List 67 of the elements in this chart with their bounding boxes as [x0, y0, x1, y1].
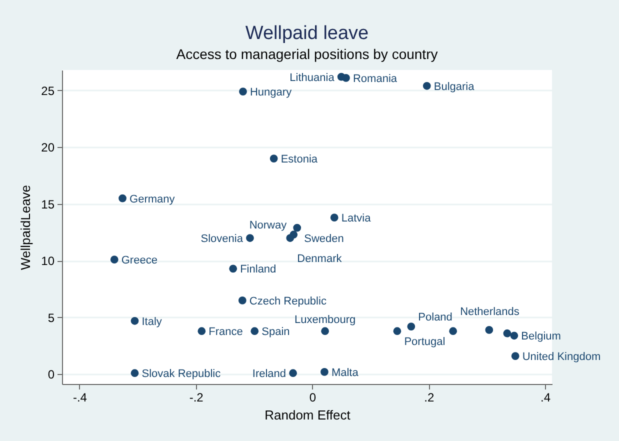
point [510, 332, 518, 340]
point [286, 234, 294, 242]
point [321, 327, 329, 336]
annotation: Romania [352, 72, 398, 85]
point [320, 368, 328, 376]
point [118, 194, 126, 202]
point [239, 88, 247, 96]
point [485, 326, 494, 334]
annotation: Ireland [252, 368, 286, 380]
chart-subtitle: Access to managerial positions by country [176, 46, 438, 62]
point [110, 256, 118, 264]
chart-title: Wellpaid leave [245, 23, 369, 44]
point [238, 296, 246, 304]
x-tick-label: .2 [424, 390, 434, 404]
y-tick-label: 20 [41, 140, 55, 155]
annotation: Lithuania [290, 72, 336, 84]
annotation: Estonia [280, 154, 318, 166]
x-tick-label: 0 [309, 390, 316, 404]
point [407, 322, 416, 330]
y-tick-label: 10 [41, 254, 55, 268]
point [393, 327, 402, 336]
point [229, 264, 238, 273]
x-tick-label: .4 [540, 390, 551, 404]
y-tick-label: 25 [41, 84, 55, 98]
point [246, 234, 254, 242]
annotation: Spain [262, 326, 290, 338]
annotation: France [208, 326, 243, 338]
annotation: Czech Republic [249, 295, 327, 308]
y-tick-label: 5 [48, 310, 55, 325]
x-tick-label: -.2 [189, 390, 204, 404]
point [449, 327, 458, 336]
point [130, 369, 139, 378]
y-axis-title: WellpaidLeave [18, 184, 34, 270]
annotation: Hungary [250, 86, 292, 99]
point [198, 327, 206, 336]
annotation: Slovak Republic [142, 368, 222, 380]
annotation: Slovenia [200, 233, 244, 246]
y-tick-label: 15 [41, 197, 55, 212]
annotation: Germany [130, 193, 176, 206]
annotation: Bulgaria [434, 80, 476, 93]
point [250, 327, 259, 336]
point [511, 352, 520, 360]
annotation: Portugal [404, 336, 446, 348]
point [330, 214, 338, 222]
annotation: Norway [249, 220, 288, 232]
annotation: Netherlands [460, 306, 520, 318]
annotation: United Kingdom [522, 351, 601, 364]
annotation: Poland [418, 312, 452, 324]
point [130, 316, 139, 325]
annotation: Italy [142, 316, 162, 328]
point [270, 154, 278, 162]
annotation: Finland [240, 264, 276, 276]
annotation: Latvia [341, 212, 372, 225]
x-tick-label: -.4 [72, 390, 88, 404]
point [293, 224, 302, 232]
annotation: Sweden [304, 232, 344, 245]
point [503, 329, 512, 338]
y-tick-label: 0 [48, 368, 55, 382]
annotation: Malta [331, 366, 360, 379]
point [342, 74, 350, 82]
point [289, 369, 297, 378]
annotation: Greece [121, 254, 158, 267]
annotation: Luxembourg [294, 314, 356, 326]
annotation: Belgium [521, 330, 561, 343]
annotation: Denmark [297, 253, 342, 266]
point [422, 82, 431, 90]
x-axis-title: Random Effect [264, 408, 351, 422]
